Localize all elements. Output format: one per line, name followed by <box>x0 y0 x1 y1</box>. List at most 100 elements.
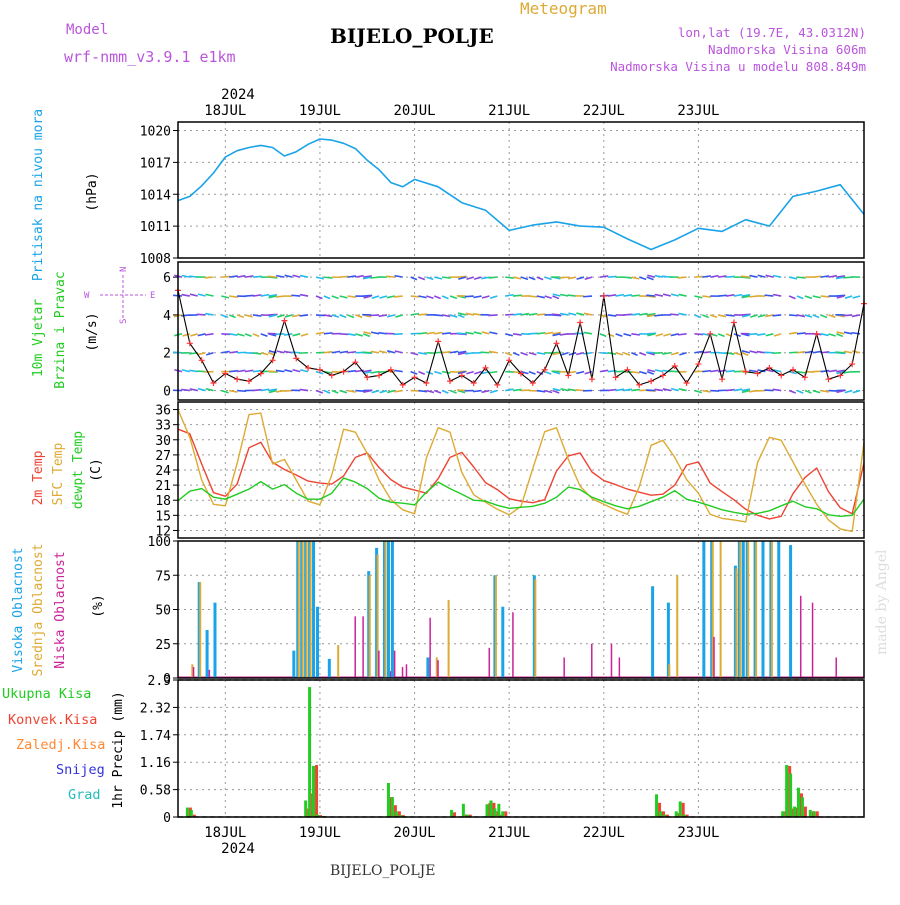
wind-arrow <box>513 314 522 315</box>
wind-arrow <box>332 315 339 317</box>
temp-ytick-label: 18 <box>155 494 171 509</box>
wind-arrow <box>773 389 781 390</box>
wind-arrow <box>442 391 448 394</box>
temp-title-1: 2m Temp <box>31 450 46 505</box>
cloud-high-bar <box>312 541 315 678</box>
wind-arrow <box>608 390 617 391</box>
wind-speed-point <box>589 376 595 382</box>
cloud-low-bar <box>362 616 364 678</box>
wind-arrow <box>434 277 442 279</box>
cloud-title-1: Visoka Oblacnost <box>11 547 26 672</box>
wind-arrow <box>237 315 244 317</box>
bottom-day-label: 20JUL <box>393 825 435 841</box>
precip-total-bar <box>655 794 658 817</box>
cloud-ytick-label: 100 <box>148 535 171 550</box>
wind-arrow <box>418 296 426 298</box>
wind-arrow <box>678 334 687 335</box>
wind-arrow <box>205 277 214 278</box>
wind-arrow <box>624 277 633 278</box>
wind-arrow <box>245 370 253 371</box>
wind-speed-point <box>719 376 725 382</box>
precip-total-bar <box>493 808 496 817</box>
wind-arrow <box>560 313 568 314</box>
precip-total-bar <box>395 811 398 817</box>
wind-arrow <box>758 315 765 317</box>
cloud-mid-bar <box>676 575 678 678</box>
cloud-high-bar <box>777 541 780 678</box>
wind-arrow <box>379 351 387 353</box>
wind-arrow <box>253 295 262 296</box>
cloud-high-bar <box>316 607 319 678</box>
precip-legend-frozen: Zaledj.Kisa <box>16 737 105 753</box>
wind-arrow <box>710 276 718 277</box>
wind-arrow <box>411 296 420 297</box>
precip-frame <box>178 680 864 817</box>
wind-arrow <box>537 296 545 298</box>
wind-arrow <box>749 296 758 297</box>
wind-arrow <box>584 332 592 333</box>
wind-arrow <box>371 332 379 334</box>
compass-w: W <box>84 291 90 301</box>
wind-arrow <box>300 295 308 296</box>
wind-arrow <box>418 372 424 375</box>
wind-arrow <box>639 372 646 374</box>
wind-arrow <box>679 389 687 391</box>
wind-speed-point <box>613 374 619 380</box>
cloud-title-2: Srednja Oblacnost <box>31 543 46 676</box>
wind-arrow <box>340 296 348 298</box>
precip-total-bar <box>793 807 796 817</box>
wind-arrow <box>521 314 529 315</box>
precip-total-bar <box>813 811 816 817</box>
wind-arrow <box>378 333 387 334</box>
wind-arrow <box>624 295 632 296</box>
wind-arrow <box>465 332 473 333</box>
wind-speed-point <box>778 372 784 378</box>
wind-arrow <box>513 334 521 335</box>
wind-arrow <box>702 391 710 392</box>
wind-arrow <box>545 372 552 374</box>
wind-arrow <box>457 390 466 391</box>
wind-arrow <box>845 296 852 298</box>
wind-arrow <box>734 295 742 296</box>
top-day-label: 20JUL <box>393 103 435 119</box>
wind-arrow <box>773 294 781 296</box>
wind-arrow <box>394 296 403 297</box>
wind-arrow <box>229 391 237 393</box>
wind-arrow <box>481 277 489 279</box>
cloud-low-bar <box>812 603 814 678</box>
wind-arrow <box>616 334 623 336</box>
wind-arrow <box>300 276 308 278</box>
wind-arrow <box>655 295 663 297</box>
wind-speed-point <box>648 378 654 384</box>
wind-arrow <box>261 334 268 336</box>
wind-arrow <box>631 314 640 315</box>
wind-arrow <box>276 391 284 392</box>
wind-arrow <box>182 276 190 278</box>
wind-speed-point <box>731 319 737 325</box>
wind-arrow <box>276 276 284 277</box>
cloud-mid-bar <box>668 664 670 678</box>
temp-title-3: dewpt Temp <box>71 431 86 509</box>
wind-speed-point <box>281 318 287 324</box>
wind-arrow <box>395 351 403 353</box>
wind-arrow <box>655 370 663 372</box>
wind-arrow <box>434 391 441 393</box>
altitude-text: Nadmorska Visina 606m <box>708 42 866 57</box>
compass-n: N <box>119 267 129 272</box>
wind-arrow <box>694 315 700 318</box>
wind-arrow <box>474 332 482 334</box>
wind-arrow <box>190 294 198 296</box>
wind-arrow <box>442 372 450 373</box>
wind-ytick-label: 2 <box>163 347 171 362</box>
wind-arrow <box>253 276 262 277</box>
wind-arrow <box>505 314 514 315</box>
wind-arrow <box>749 276 757 278</box>
bottom-day-label: 18JUL <box>204 825 246 841</box>
cloud-high-bar <box>761 541 764 678</box>
wind-arrow <box>348 352 357 353</box>
pressure-ytick-label: 1020 <box>140 125 171 140</box>
wind-arrow <box>474 277 481 279</box>
wind-arrow <box>734 353 741 355</box>
